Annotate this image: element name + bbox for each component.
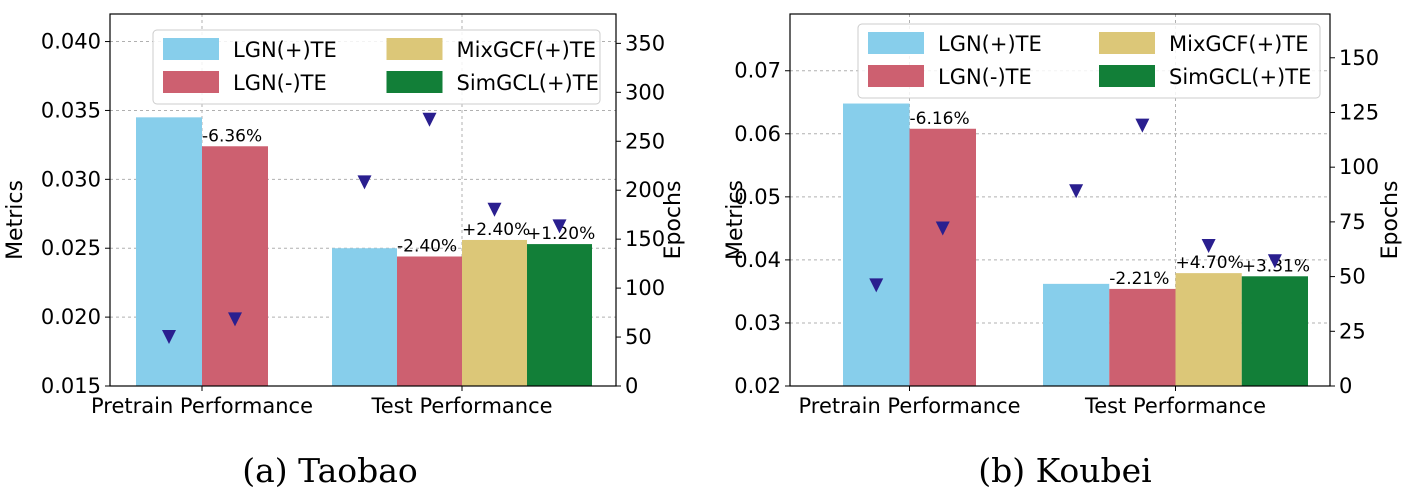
plot-frame [109,13,617,387]
bar-MixGCF(+)TE-1 [1175,273,1242,386]
y2-tick-label: 200 [625,178,665,202]
epoch-marker [869,278,884,293]
epoch-marker [1267,254,1282,269]
category-label: Test Performance [370,394,552,418]
y2-tick-label: 25 [1339,319,1366,343]
legend-label: LGN(-)TE [233,71,327,95]
bar-LGN(+)TE-1 [1043,283,1110,386]
y2-tick-label: 100 [625,276,665,300]
y-tick-label: 0.03 [734,311,781,335]
category-label: Pretrain Performance [91,394,313,418]
bar-label: +2.40% [462,220,530,240]
y-axis-label: Metrics [3,180,28,260]
epoch-marker [935,221,950,236]
bar-LGN(+)TE-0 [136,117,202,386]
bar-MixGCF(+)TE-1 [462,239,527,386]
y2-axis-label: Epochs [661,181,686,260]
bar-label: +3.31% [1242,256,1310,276]
category-label: Pretrain Performance [798,394,1020,418]
y-tick-label: 0.04 [734,248,781,272]
panel-caption: (b) Koubei [978,451,1151,490]
legend: LGN(+)TE LGN(-)TE MixGCF(+)TE SimGCL(+)TE [857,23,1321,99]
y-tick-label: 0.05 [734,185,781,209]
y2-tick-label: 0 [1339,374,1352,398]
y-tick-label: 0.040 [41,30,101,54]
plot-frame [789,13,1331,387]
epoch-marker [487,202,502,217]
bar-label: -2.21% [1109,269,1169,289]
legend-label: LGN(+)TE [233,38,337,62]
bar-LGN(-)TE-1 [1109,288,1176,386]
epoch-marker [552,219,567,234]
legend-box [857,23,1321,99]
epoch-marker [162,330,176,345]
bar-LGN(-)TE-0 [909,128,976,386]
legend-label: SimGCL(+)TE [457,71,599,95]
bar-label: -6.36% [202,126,262,146]
y2-tick-label: 50 [625,325,652,349]
legend-label: MixGCF(+)TE [457,38,596,62]
y-tick-label: 0.030 [41,167,101,191]
bar-label: -2.40% [397,236,457,256]
legend-label: LGN(-)TE [938,65,1032,89]
legend-swatch-SimGCL(+)TE [386,71,443,93]
y2-tick-label: 50 [1339,265,1366,289]
legend-swatch-LGN(+)TE [868,32,924,54]
legend-label: LGN(+)TE [938,32,1042,56]
epoch-marker [357,175,372,190]
panel-caption: (a) Taobao [242,451,418,490]
y2-tick-label: 300 [625,80,665,104]
bar-LGN(-)TE-1 [397,256,462,386]
y2-axis-label: Epochs [1378,181,1403,260]
y2-tick-label: 150 [625,227,665,251]
y2-tick-label: 350 [625,31,665,55]
y2-tick-label: 0 [625,374,638,398]
bar-LGN(+)TE-1 [332,248,397,386]
bar-label: +1.20% [527,224,595,244]
chart-panel-1: -6.36% Pretrain Performance -2.40%+2.40%+1… [3,13,686,490]
epoch-marker [1201,238,1216,253]
y2-tick-label: 250 [625,129,665,153]
chart-panel-2: -6.16% Pretrain Performance -2.21% +4.70%+3… [723,13,1403,490]
legend-swatch-LGN(+)TE [163,38,219,60]
category-label: Test Performance [1084,394,1266,418]
y2-tick-label: 75 [1339,210,1366,234]
bar-label: -6.16% [910,109,970,129]
y-tick-label: 0.02 [734,374,781,398]
legend-swatch-MixGCF(+)TE [386,38,443,60]
bar-LGN(+)TE-0 [843,103,910,387]
bar-SimGCL(+)TE-1 [527,244,592,386]
legend-box [152,29,601,105]
bar-label: +4.70% [1176,253,1244,273]
epoch-marker [422,112,437,127]
y2-tick-label: 125 [1339,100,1379,124]
y-tick-label: 0.07 [734,59,781,83]
y-tick-label: 0.025 [41,236,101,260]
legend-label: MixGCF(+)TE [1169,32,1308,56]
legend-swatch-LGN(-)TE [868,65,924,87]
bar-SimGCL(+)TE-1 [1241,276,1308,386]
legend-swatch-SimGCL(+)TE [1099,65,1155,87]
y-tick-label: 0.035 [41,98,101,122]
y-tick-label: 0.015 [41,374,101,398]
legend-swatch-MixGCF(+)TE [1099,32,1155,54]
epoch-marker [1069,184,1084,199]
y-tick-label: 0.06 [734,122,781,146]
bar-LGN(-)TE-0 [202,146,268,386]
y-tick-label: 0.020 [41,305,101,329]
epoch-marker [1135,118,1150,133]
legend: LGN(+)TE LGN(-)TE MixGCF(+)TE SimGCL(+)TE [152,29,601,105]
y2-tick-label: 150 [1339,46,1379,70]
y-axis-label: Metrics [723,180,748,260]
epoch-marker [228,312,242,327]
y2-tick-label: 100 [1339,155,1379,179]
legend-swatch-LGN(-)TE [163,71,219,93]
legend-label: SimGCL(+)TE [1169,65,1311,89]
